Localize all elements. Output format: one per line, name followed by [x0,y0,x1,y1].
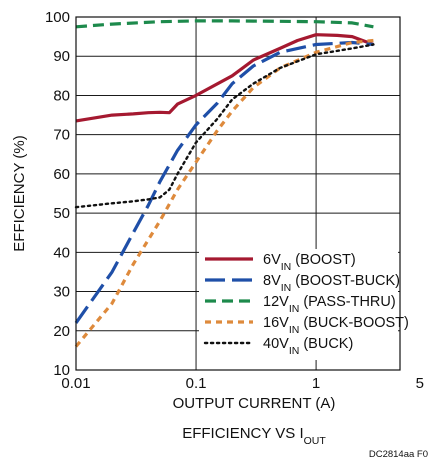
legend-label: 6VIN (BOOST) [263,252,356,273]
tick-labels: 10 20 30 40 50 60 70 80 90 100 0.01 0.1 1 5 [45,9,424,392]
series-line-4 [74,43,375,209]
legend-background [199,249,398,360]
series-line-3 [74,38,374,348]
series-line-1 [74,40,374,324]
figure-code: DC2814aa F0 [369,449,428,460]
y-tick-label: 10 [53,362,70,379]
y-tick-label: 90 [53,48,70,65]
legend: 6VIN (BOOST)8VIN (BOOST-BUCK)12VIN (PASS… [199,249,409,360]
x-tick-label: 0.1 [186,375,207,392]
y-tick-label: 80 [53,87,70,104]
series-lines [74,19,375,348]
y-tick-label: 40 [53,244,70,261]
x-tick-label: 0.01 [61,375,90,392]
y-tick-label: 100 [45,9,70,26]
y-axis-label: EFFICIENCY (%) [11,135,28,251]
x-tick-label: 5 [416,375,424,392]
x-tick-label: 1 [312,375,320,392]
chart-title: EFFICIENCY VS IOUT [182,425,326,447]
series-line-0 [75,33,374,123]
legend-label: 40VIN (BUCK) [263,336,353,357]
x-axis-label: OUTPUT CURRENT (A) [173,395,336,412]
plot-frame [75,16,401,371]
y-tick-label: 50 [53,205,70,222]
legend-label: 16VIN (BUCK-BOOST) [263,315,409,336]
legend-label: 8VIN (BOOST-BUCK) [263,273,400,294]
y-tick-label: 70 [53,127,70,144]
chart-title-main: EFFICIENCY VS I [182,425,303,442]
y-tick-label: 60 [53,166,70,183]
y-tick-label: 30 [53,284,70,301]
chart-title-subscript: OUT [304,435,327,447]
legend-label: 12VIN (PASS-THRU) [263,294,396,315]
series-line-2 [75,19,374,29]
y-tick-label: 20 [53,323,70,340]
